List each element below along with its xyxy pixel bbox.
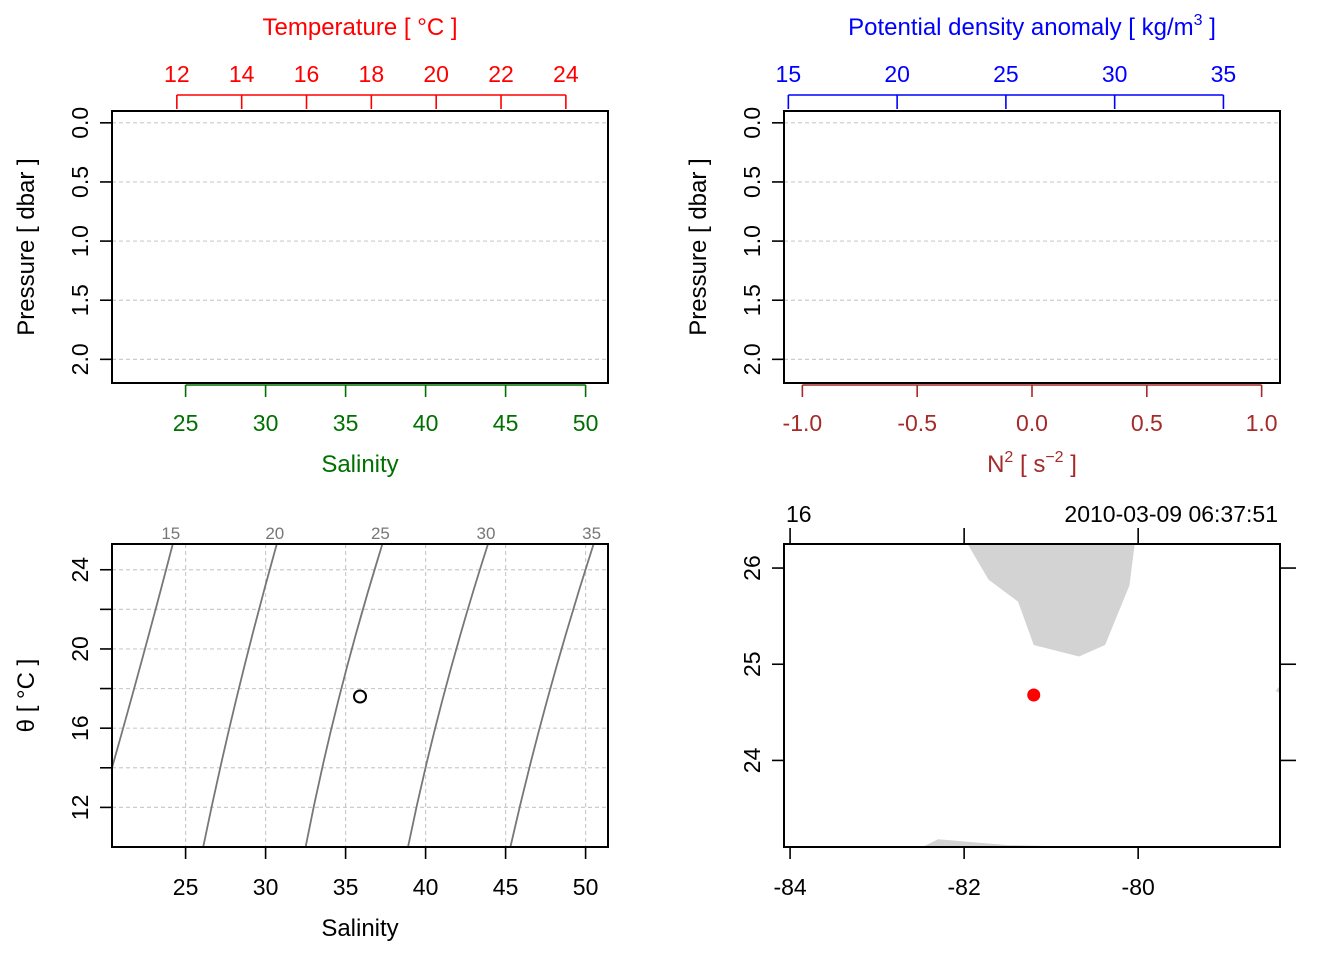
x-tick-label: -80 <box>1122 874 1155 900</box>
bottom-tick-label: -0.5 <box>897 410 937 436</box>
bottom-tick-label: 50 <box>573 410 599 436</box>
land-polygon <box>1275 685 1280 694</box>
bottom-axis-label-close: ] <box>1064 451 1077 478</box>
y-tick-label: 20 <box>67 636 93 662</box>
isopycnal-line <box>407 543 489 848</box>
top-axis-label: Temperature [ °C ] <box>263 14 458 41</box>
top-tick-label: 30 <box>1102 61 1128 87</box>
y-tick-label: 1.0 <box>739 225 765 257</box>
top-tick-label: 20 <box>423 61 449 87</box>
isopycnal-label: 25 <box>371 524 390 543</box>
plot-frame <box>111 110 609 384</box>
top-axis-label: Potential density anomaly [ kg/m3 ] <box>848 12 1216 41</box>
x-tick-label: -84 <box>773 874 806 900</box>
y-tick-label: 24 <box>739 747 765 773</box>
x-axis-label: Salinity <box>321 915 398 942</box>
bottom-axis-label: N2 [ s−2 ] <box>987 449 1077 478</box>
isopycnal-label: 15 <box>161 524 180 543</box>
x-tick-label: 25 <box>173 874 199 900</box>
isopycnal-label: 30 <box>477 524 496 543</box>
plot-frame <box>111 543 609 848</box>
isopycnal-line <box>202 543 278 848</box>
y-tick-label: 16 <box>67 715 93 741</box>
top-axis-label-superscript: 3 <box>1194 12 1203 29</box>
top-tick-label: 25 <box>993 61 1019 87</box>
bottom-axis-label-unit: [ s <box>1013 451 1045 478</box>
y-tick-label: 0.0 <box>739 107 765 139</box>
temperature-salinity-profile-panel: 0.0 0.5 1.0 1.5 2.0 Pressure [ dbar ] 12 14 16 18… <box>13 14 609 478</box>
y-tick-label: 24 <box>67 557 93 583</box>
isopycnal-line <box>509 543 595 848</box>
top-tick-label: 15 <box>776 61 802 87</box>
top-axis-label-text: Potential density anomaly [ kg/m <box>848 14 1194 41</box>
bottom-tick-label: 1.0 <box>1246 410 1278 436</box>
top-tick-label: 22 <box>488 61 514 87</box>
y-tick-label: 2.0 <box>67 343 93 375</box>
top-axis-label-close: ] <box>1203 14 1216 41</box>
bottom-tick-label: 30 <box>253 410 279 436</box>
bottom-tick-label: 35 <box>333 410 359 436</box>
station-time-label: 2010-03-09 06:37:51 <box>1064 501 1278 527</box>
top-tick-label: 24 <box>553 61 579 87</box>
top-tick-label: 14 <box>229 61 255 87</box>
x-tick-label: 35 <box>333 874 359 900</box>
ts-diagram-panel: 15 20 25 30 35 25 30 35 40 45 50 Salinity 12 16 20 24 θ … <box>13 524 609 942</box>
bottom-axis-label-superscript: 2 <box>1004 449 1013 466</box>
isopycnal-line <box>304 543 384 848</box>
bottom-tick-label: 0.0 <box>1016 410 1048 436</box>
top-tick-label: 20 <box>884 61 910 87</box>
ts-data-point <box>353 689 367 704</box>
y-tick-label: 1.5 <box>67 284 93 316</box>
x-tick-label: 40 <box>413 874 439 900</box>
bottom-tick-label: -1.0 <box>783 410 823 436</box>
x-tick-label: 50 <box>573 874 599 900</box>
y-tick-label: 25 <box>739 651 765 677</box>
y-tick-label: 2.0 <box>739 343 765 375</box>
y-axis-label: Pressure [ dbar ] <box>13 158 40 335</box>
x-tick-label: 30 <box>253 874 279 900</box>
x-tick-label: 45 <box>493 874 519 900</box>
station-number-label: 16 <box>786 501 812 527</box>
isopycnal-label: 20 <box>265 524 284 543</box>
y-tick-label: 0.0 <box>67 107 93 139</box>
station-map-panel: -84 -82 -80 24 25 26 16 2010-03-09 06:37:51 <box>739 501 1296 900</box>
isopycnal-line <box>111 543 174 769</box>
y-tick-label: 1.0 <box>67 225 93 257</box>
top-tick-label: 16 <box>294 61 320 87</box>
top-tick-label: 18 <box>359 61 385 87</box>
y-tick-label: 1.5 <box>739 284 765 316</box>
bottom-axis-label-unit-superscript: −2 <box>1045 449 1063 466</box>
land-group <box>922 544 1280 847</box>
top-tick-label: 35 <box>1211 61 1237 87</box>
top-tick-label: 12 <box>164 61 190 87</box>
y-tick-label: 26 <box>739 555 765 581</box>
isopycnal-label: 35 <box>582 524 601 543</box>
y-tick-label: 0.5 <box>67 166 93 198</box>
y-tick-label: 12 <box>67 795 93 821</box>
y-axis-label: Pressure [ dbar ] <box>685 158 712 335</box>
land-polygon <box>922 839 1086 847</box>
y-axis-label: θ [ °C ] <box>13 659 40 733</box>
plot-frame <box>783 110 1281 384</box>
bottom-tick-label: 0.5 <box>1131 410 1163 436</box>
bottom-tick-label: 25 <box>173 410 199 436</box>
bottom-tick-label: 45 <box>493 410 519 436</box>
x-tick-label: -82 <box>948 874 981 900</box>
land-polygon <box>967 544 1135 657</box>
bottom-axis-label-text: N <box>987 451 1004 478</box>
bottom-axis-label: Salinity <box>321 451 398 478</box>
station-marker <box>1027 688 1041 702</box>
y-tick-label: 0.5 <box>739 166 765 198</box>
bottom-tick-label: 40 <box>413 410 439 436</box>
